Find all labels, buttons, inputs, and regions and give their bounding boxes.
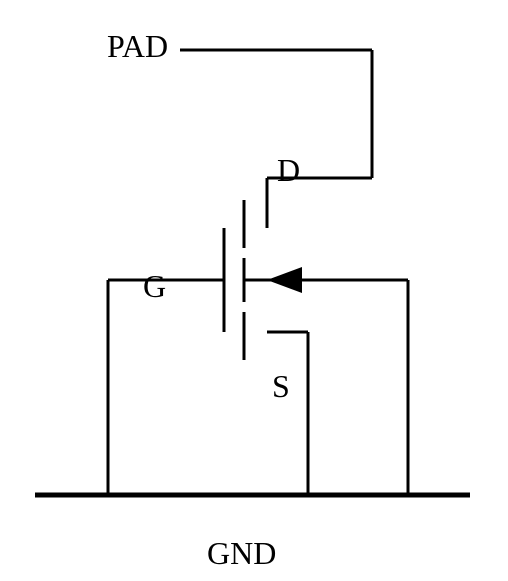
label-source: S: [272, 368, 290, 405]
label-ground: GND: [207, 535, 276, 572]
label-gate: G: [143, 268, 166, 305]
label-pad: PAD: [107, 28, 168, 65]
label-drain: D: [277, 152, 300, 189]
mosfet-circuit-diagram: [0, 0, 508, 581]
